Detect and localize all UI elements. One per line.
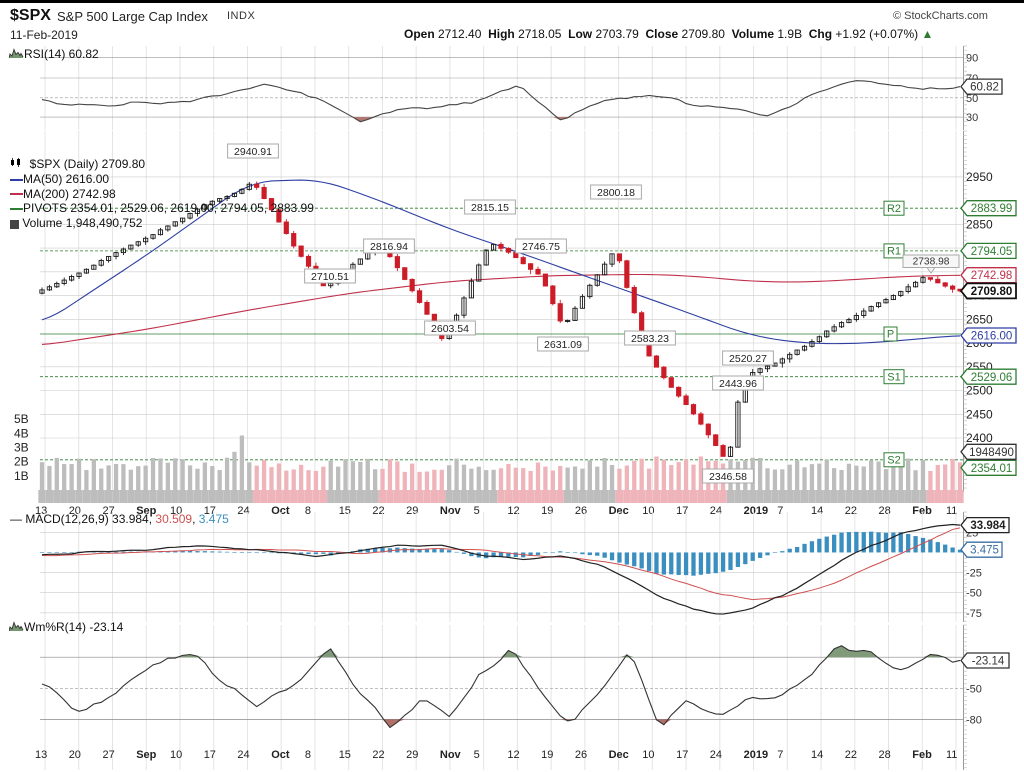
svg-text:-23.14: -23.14 (972, 656, 1005, 668)
svg-text:-80: -80 (966, 714, 982, 726)
svg-text:-50: -50 (966, 683, 982, 695)
